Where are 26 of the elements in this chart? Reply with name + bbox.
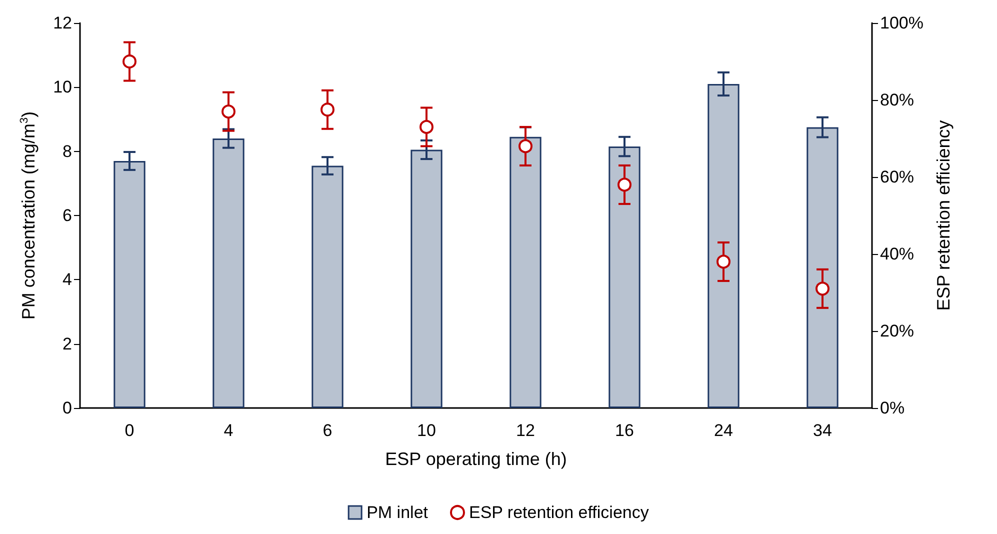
y-tick-label: 2	[62, 334, 72, 354]
y2-axis-title: ESP retention efficiency	[933, 120, 954, 311]
y-tick-label: 4	[62, 270, 72, 290]
x-tick-label: 0	[124, 421, 134, 440]
y-tick-label: 8	[62, 142, 72, 161]
y-tick-label: 0	[62, 398, 72, 418]
legend-label: ESP retention efficiency	[468, 503, 650, 522]
y-axis-title: PM concentration (mg/m3)	[18, 111, 38, 320]
x-tick-label: 4	[224, 421, 234, 440]
y2-tick-label: 20%	[880, 322, 914, 340]
y-tick-label: 12	[53, 14, 72, 32]
x-tick-label: 34	[813, 421, 832, 440]
x-tick-label: 16	[615, 421, 634, 440]
y2-tick-label: 60%	[880, 168, 914, 186]
y-tick-label: 10	[53, 78, 72, 97]
y2-tick-label: 80%	[880, 90, 914, 110]
x-tick-label: 12	[516, 421, 535, 440]
y2-tick-label: 40%	[880, 244, 914, 264]
y2-tick-label: 0%	[880, 398, 905, 418]
y2-tick-label: 100%	[880, 14, 924, 32]
legend-label: PM inlet	[366, 503, 428, 522]
x-tick-label: 10	[417, 421, 436, 440]
x-tick-label: 24	[714, 421, 733, 440]
x-tick-label: 6	[322, 421, 332, 440]
y-tick-label: 6	[62, 206, 72, 225]
x-axis-title: ESP operating time (h)	[385, 449, 567, 469]
